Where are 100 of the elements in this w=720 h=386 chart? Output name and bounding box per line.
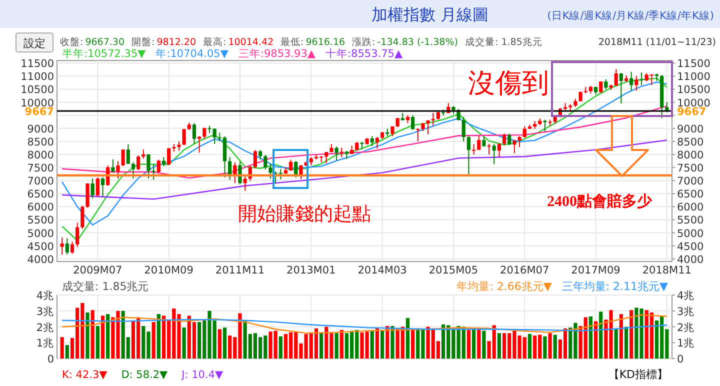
line-series	[61, 318, 668, 332]
bar	[375, 328, 380, 359]
bar	[96, 326, 100, 359]
bar	[106, 314, 110, 359]
x-tick-label: 2018M11	[642, 264, 692, 276]
bar	[466, 330, 470, 359]
y2-tick-label: 5500	[677, 214, 704, 227]
x-tick-label: 2014M03	[358, 264, 407, 276]
x-tick-label: 2011M11	[215, 264, 265, 276]
y2-tick-label: 2兆	[677, 320, 695, 334]
y-tick-label: 9000	[27, 123, 54, 136]
bar	[380, 330, 384, 359]
y-tick-label: 0	[47, 354, 54, 366]
text: 開盤:	[132, 36, 155, 48]
y-tick-label: 4500	[27, 240, 54, 253]
y2-tick-label: 6000	[677, 202, 704, 214]
x-tick-label: 2010M09	[144, 264, 194, 276]
bar	[86, 312, 90, 359]
y-tick-label: 7500	[27, 162, 54, 175]
line-series	[61, 314, 668, 334]
chart-title: 加權指數 月線圖	[371, 5, 489, 24]
text: 10014.42	[228, 37, 274, 48]
bar	[222, 328, 227, 359]
annotation: 開始賺錢的起點	[238, 203, 371, 225]
text: 三年均量: 2.11兆元▼	[562, 280, 669, 293]
annotation: 2400點會賠多少	[547, 192, 653, 210]
bar	[334, 333, 338, 359]
y2-tick-label: 7000	[677, 176, 704, 188]
bar	[588, 316, 592, 359]
text: 2018M11 (11/01~11/23)	[598, 37, 716, 48]
bar	[278, 336, 282, 359]
y2-tick-label: 11500	[677, 58, 710, 70]
bar	[218, 329, 222, 359]
y2-tick-label: 1兆	[677, 336, 695, 350]
text: 9667.30	[85, 37, 124, 48]
y-tick-label: 5500	[27, 214, 54, 227]
y2-tick-label: 10500	[677, 84, 710, 96]
bar	[614, 329, 618, 359]
bar	[390, 326, 394, 359]
text: 最低:	[280, 37, 304, 48]
y2-tick-label: 9000	[677, 123, 704, 136]
bar	[624, 326, 628, 359]
y2-tick-label: 0	[677, 354, 684, 366]
x-tick-label: 2009M07	[73, 264, 122, 276]
x-tick-label: 2015M05	[428, 264, 478, 276]
text: K: 42.3▼	[62, 369, 108, 381]
text: 9616.16	[306, 37, 346, 48]
legend: 半年:10572.35▼ 年:10704.05▼ 三年:9853.93▲ 十年:8553.75▲	[62, 48, 403, 60]
text: 成交量: 1.85兆元	[464, 36, 542, 48]
bar	[152, 322, 156, 359]
y-tick-label: 11500	[20, 58, 54, 70]
y-tick-label: 3兆	[36, 304, 54, 318]
y-tick-label: 1兆	[36, 336, 54, 350]
y2-tick-label: 8000	[677, 149, 704, 162]
y2-tick-label: 4000	[677, 254, 704, 266]
bar	[406, 318, 410, 359]
y2-tick-label: 7500	[677, 162, 704, 175]
x-tick-label: 2017M09	[571, 264, 620, 276]
bar	[543, 336, 547, 359]
text: D: 58.2▼	[121, 369, 169, 381]
chart-title: 成交量: 1.85兆元	[62, 280, 149, 293]
bar	[472, 329, 476, 359]
y-tick-label: 4兆	[36, 289, 54, 302]
ref-line-label: 9667	[24, 106, 54, 118]
bar	[182, 328, 186, 359]
bar	[553, 334, 557, 359]
y2-tick-label: 6500	[677, 188, 704, 201]
bar	[320, 333, 324, 359]
y-tick-label: 6000	[27, 202, 54, 214]
bar	[482, 330, 486, 359]
y-tick-label: 11000	[20, 71, 54, 84]
text: 年均量: 2.66兆元▼	[456, 280, 552, 293]
y2-tick-label: 4500	[677, 240, 704, 253]
y-tick-label: 4000	[27, 254, 54, 266]
y2-tick-label: 8500	[677, 136, 704, 148]
text: 設定	[24, 37, 46, 50]
y2-tick-label: 11000	[677, 71, 710, 84]
text: J: 10.4▼	[180, 369, 224, 381]
bar	[90, 310, 94, 359]
bar	[60, 337, 64, 359]
y-tick-label: 5000	[27, 228, 54, 240]
bar	[477, 329, 481, 359]
bar	[528, 334, 532, 359]
bar	[619, 314, 623, 359]
bar	[156, 314, 160, 359]
bar	[497, 333, 501, 359]
y-tick-label: 2兆	[36, 320, 54, 334]
bar	[340, 330, 344, 359]
bar	[548, 333, 552, 359]
text: 漲跌:	[352, 36, 376, 48]
text: 9812.20	[156, 37, 196, 48]
y-tick-label: 10500	[20, 84, 54, 96]
chart-subtitle: (日K線/週K線/月K線/季K線/年K線)	[547, 9, 714, 22]
text: 最高:	[203, 36, 226, 48]
y-tick-label: 8000	[27, 149, 54, 162]
bar	[599, 312, 603, 359]
y2-tick-label: 5000	[677, 228, 704, 240]
annotation: 沒傷到	[468, 68, 549, 98]
bar	[100, 316, 105, 359]
y-tick-label: 8500	[27, 136, 54, 148]
